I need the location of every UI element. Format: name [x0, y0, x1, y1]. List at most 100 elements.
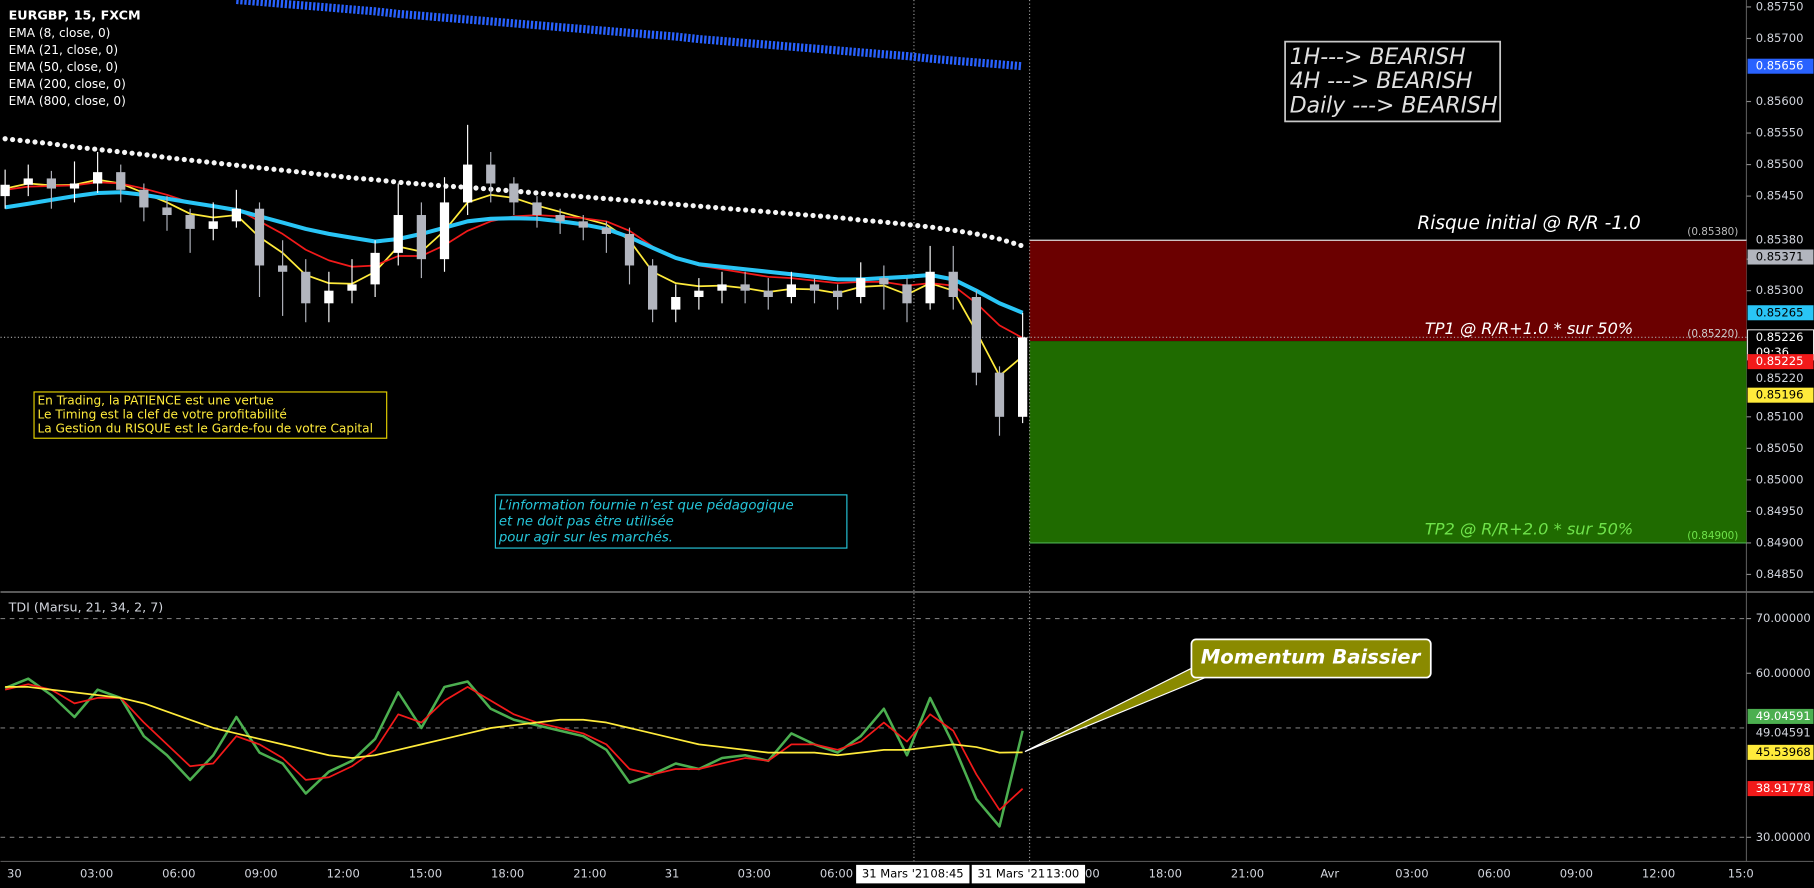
bias-line: 1H---> BEARISH — [1290, 45, 1466, 70]
candle-body — [971, 296, 981, 373]
candle-body — [324, 290, 334, 304]
x-tick-label: 30 — [7, 867, 22, 881]
entry-price: (0.85220) — [1687, 328, 1738, 340]
candle-body — [925, 271, 935, 304]
callout-box — [1190, 638, 1432, 679]
candle-body — [463, 164, 473, 203]
legend-entry: EMA (50, close, 0) — [9, 60, 119, 74]
front-layer: EURGBP, 15, FXCM TDI (Marsu, 21, 34, 2, … — [8, 8, 1814, 884]
tdi-title: TDI (Marsu, 21, 34, 2, 7) — [8, 600, 164, 615]
x-tick-label: 03:00 — [80, 867, 113, 881]
candle-body — [393, 215, 403, 253]
candle-body — [671, 296, 681, 310]
legend-entry: EMA (800, close, 0) — [9, 94, 126, 108]
x-tick-label: 09:00 — [1560, 867, 1593, 881]
price-badge-label: 0.85380 — [1756, 233, 1804, 247]
symbol-title: EURGBP, 15, FXCM — [9, 8, 141, 23]
y-tick-label: 0.85550 — [1756, 126, 1804, 140]
candle-body — [347, 284, 357, 291]
stop-price: (0.85380) — [1687, 226, 1738, 238]
price-badge — [1747, 708, 1814, 724]
price-badge — [1747, 370, 1814, 386]
price-badge-label: 45.53968 — [1756, 745, 1811, 759]
crosshair-label-box — [856, 864, 970, 884]
x-tick-label: 21:00 — [1231, 867, 1264, 881]
price-badge-label: 49.04591 — [1756, 709, 1811, 723]
target-text: TP2 @ R/R+2.0 * sur 50% — [1425, 520, 1633, 539]
candle-body — [278, 265, 288, 272]
candle-body — [948, 271, 958, 297]
price-badge-label: 0.85225 — [1756, 354, 1804, 368]
candle-body — [116, 172, 126, 190]
note-box — [33, 391, 388, 439]
x-tick-label: 15:00 — [409, 867, 442, 881]
price-badge-label: 0.85265 — [1756, 305, 1804, 319]
candle-body — [370, 252, 380, 285]
entry-text: TP1 @ R/R+1.0 * sur 50% — [1425, 319, 1633, 338]
candle-body — [624, 233, 635, 266]
x-tick-label: 21:00 — [573, 867, 606, 881]
candle-body — [555, 215, 565, 222]
y-tick-label: 0.85050 — [1756, 441, 1804, 455]
price-badge — [1747, 58, 1814, 74]
disclaimer-line: et ne doit pas être utilisée — [499, 513, 674, 529]
candle-body — [208, 221, 218, 229]
candle-body — [994, 372, 1005, 417]
x-tick-label: 12:00 — [1642, 867, 1675, 881]
y-tick-label: 0.84950 — [1756, 504, 1804, 518]
price-badge — [1747, 781, 1814, 797]
price-badge — [1747, 305, 1814, 321]
candle-body — [93, 172, 103, 184]
crosshair-date: 31 Mars '21 — [978, 867, 1046, 881]
candle-body — [254, 208, 265, 266]
disclaimer-line: L’information fournie n’est que pédagogi… — [499, 497, 794, 513]
y-tick-label: 0.85000 — [1756, 472, 1804, 486]
y-tick-label: 60.00000 — [1756, 666, 1811, 680]
candle-body — [763, 290, 773, 297]
candle-body — [601, 227, 611, 234]
crosshair-time: 13:00 — [1046, 867, 1079, 881]
candle-body — [23, 178, 33, 185]
price-badge — [1747, 354, 1814, 370]
candle-body — [740, 284, 750, 291]
x-tick-label: 18:00 — [1149, 867, 1182, 881]
candle-body — [856, 278, 866, 297]
x-tick-label: 06:00 — [820, 867, 853, 881]
price-badge — [1747, 387, 1814, 403]
back-layer — [0, 0, 1814, 862]
candle-body — [486, 164, 496, 184]
x-tick-label: 18:00 — [491, 867, 524, 881]
y-tick-label: 0.85600 — [1756, 94, 1804, 108]
x-tick-label: 03:00 — [1395, 867, 1428, 881]
candle-body — [1018, 337, 1028, 417]
price-badge-label: 0.85196 — [1756, 388, 1804, 402]
disclaimer-line: pour agir sur les marchés. — [498, 530, 673, 546]
price-badge-label: 0.85226 — [1756, 330, 1804, 344]
candle-body — [833, 290, 843, 297]
price-badge-label: 0.85220 — [1756, 371, 1804, 385]
candle-body — [509, 183, 519, 203]
candle-body — [301, 271, 311, 304]
price-badge-label: 0.85371 — [1756, 250, 1804, 264]
x-tick-label: 09:00 — [244, 867, 277, 881]
candle-body — [231, 208, 241, 222]
y-tick-label: 0.85700 — [1756, 31, 1804, 45]
stop-zone — [1029, 240, 1747, 342]
candle-body — [0, 184, 10, 197]
y-tick-label: 70.00000 — [1756, 611, 1811, 625]
y-tick-label: 0.85750 — [1756, 0, 1804, 13]
y-tick-label: 0.85500 — [1756, 157, 1804, 171]
candle-body — [578, 221, 588, 228]
callout-text: Momentum Baissier — [1201, 645, 1422, 668]
tdi-line — [4, 677, 1024, 828]
candle-body — [439, 202, 450, 260]
price-badge — [1747, 744, 1814, 760]
x-tick-label: 06:00 — [1478, 867, 1511, 881]
candle-body — [532, 202, 542, 216]
bias-line: Daily ---> BEARISH — [1290, 93, 1498, 118]
candle-body — [69, 183, 80, 189]
y-tick-label: 0.85100 — [1756, 409, 1804, 423]
crosshair-label-box — [971, 864, 1086, 884]
